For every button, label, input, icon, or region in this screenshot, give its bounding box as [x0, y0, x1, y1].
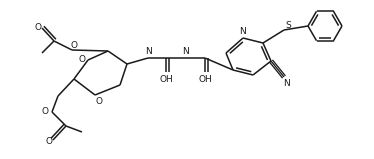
Text: N: N: [240, 27, 246, 35]
Text: OH: OH: [198, 76, 212, 84]
Text: O: O: [79, 55, 86, 63]
Text: O: O: [95, 97, 102, 106]
Text: O: O: [41, 107, 48, 117]
Text: O: O: [34, 23, 42, 31]
Text: N: N: [283, 80, 290, 89]
Text: OH: OH: [159, 76, 173, 84]
Text: N: N: [183, 46, 189, 55]
Text: N: N: [145, 46, 151, 55]
Text: O: O: [71, 41, 77, 49]
Text: S: S: [285, 21, 291, 31]
Text: O: O: [46, 136, 52, 145]
